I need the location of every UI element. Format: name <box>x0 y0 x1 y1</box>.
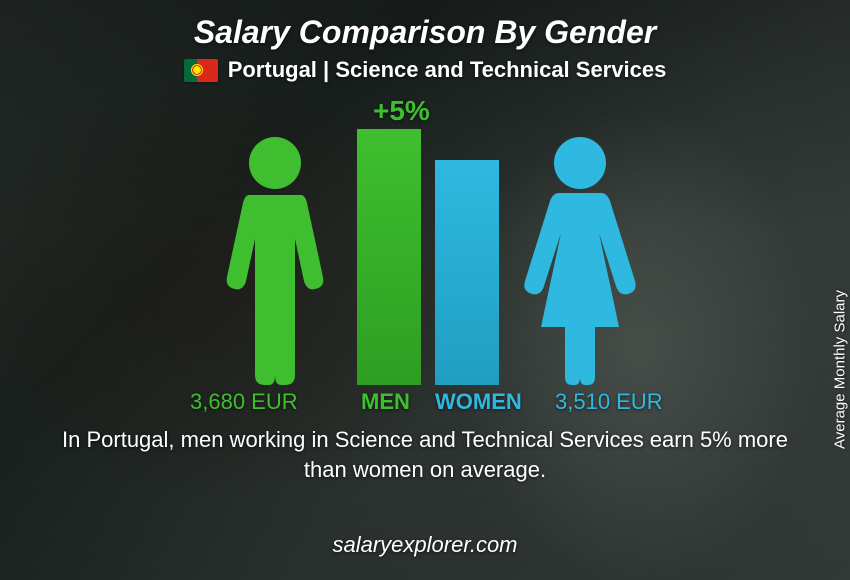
women-category-label: WOMEN <box>435 389 522 415</box>
subtitle-row: Portugal | Science and Technical Service… <box>0 57 850 83</box>
chart-title: Salary Comparison By Gender <box>0 0 850 51</box>
difference-label: +5% <box>373 95 430 127</box>
chart-area: +5% 3,680 EUR MEN WOMEN 3,510 EUR <box>105 95 745 415</box>
subtitle-separator: | <box>317 57 335 82</box>
man-icon <box>215 135 335 385</box>
portugal-flag-icon <box>184 59 218 82</box>
subtitle-text: Portugal | Science and Technical Service… <box>228 57 667 83</box>
description-text: In Portugal, men working in Science and … <box>0 425 850 484</box>
bar-men <box>357 129 421 385</box>
women-salary-label: 3,510 EUR <box>555 389 663 415</box>
bar-women <box>435 160 499 385</box>
sector-label: Science and Technical Services <box>335 57 666 82</box>
source-label: salaryexplorer.com <box>0 532 850 558</box>
men-category-label: MEN <box>361 389 410 415</box>
country-label: Portugal <box>228 57 317 82</box>
men-salary-label: 3,680 EUR <box>190 389 298 415</box>
woman-icon <box>515 135 645 385</box>
